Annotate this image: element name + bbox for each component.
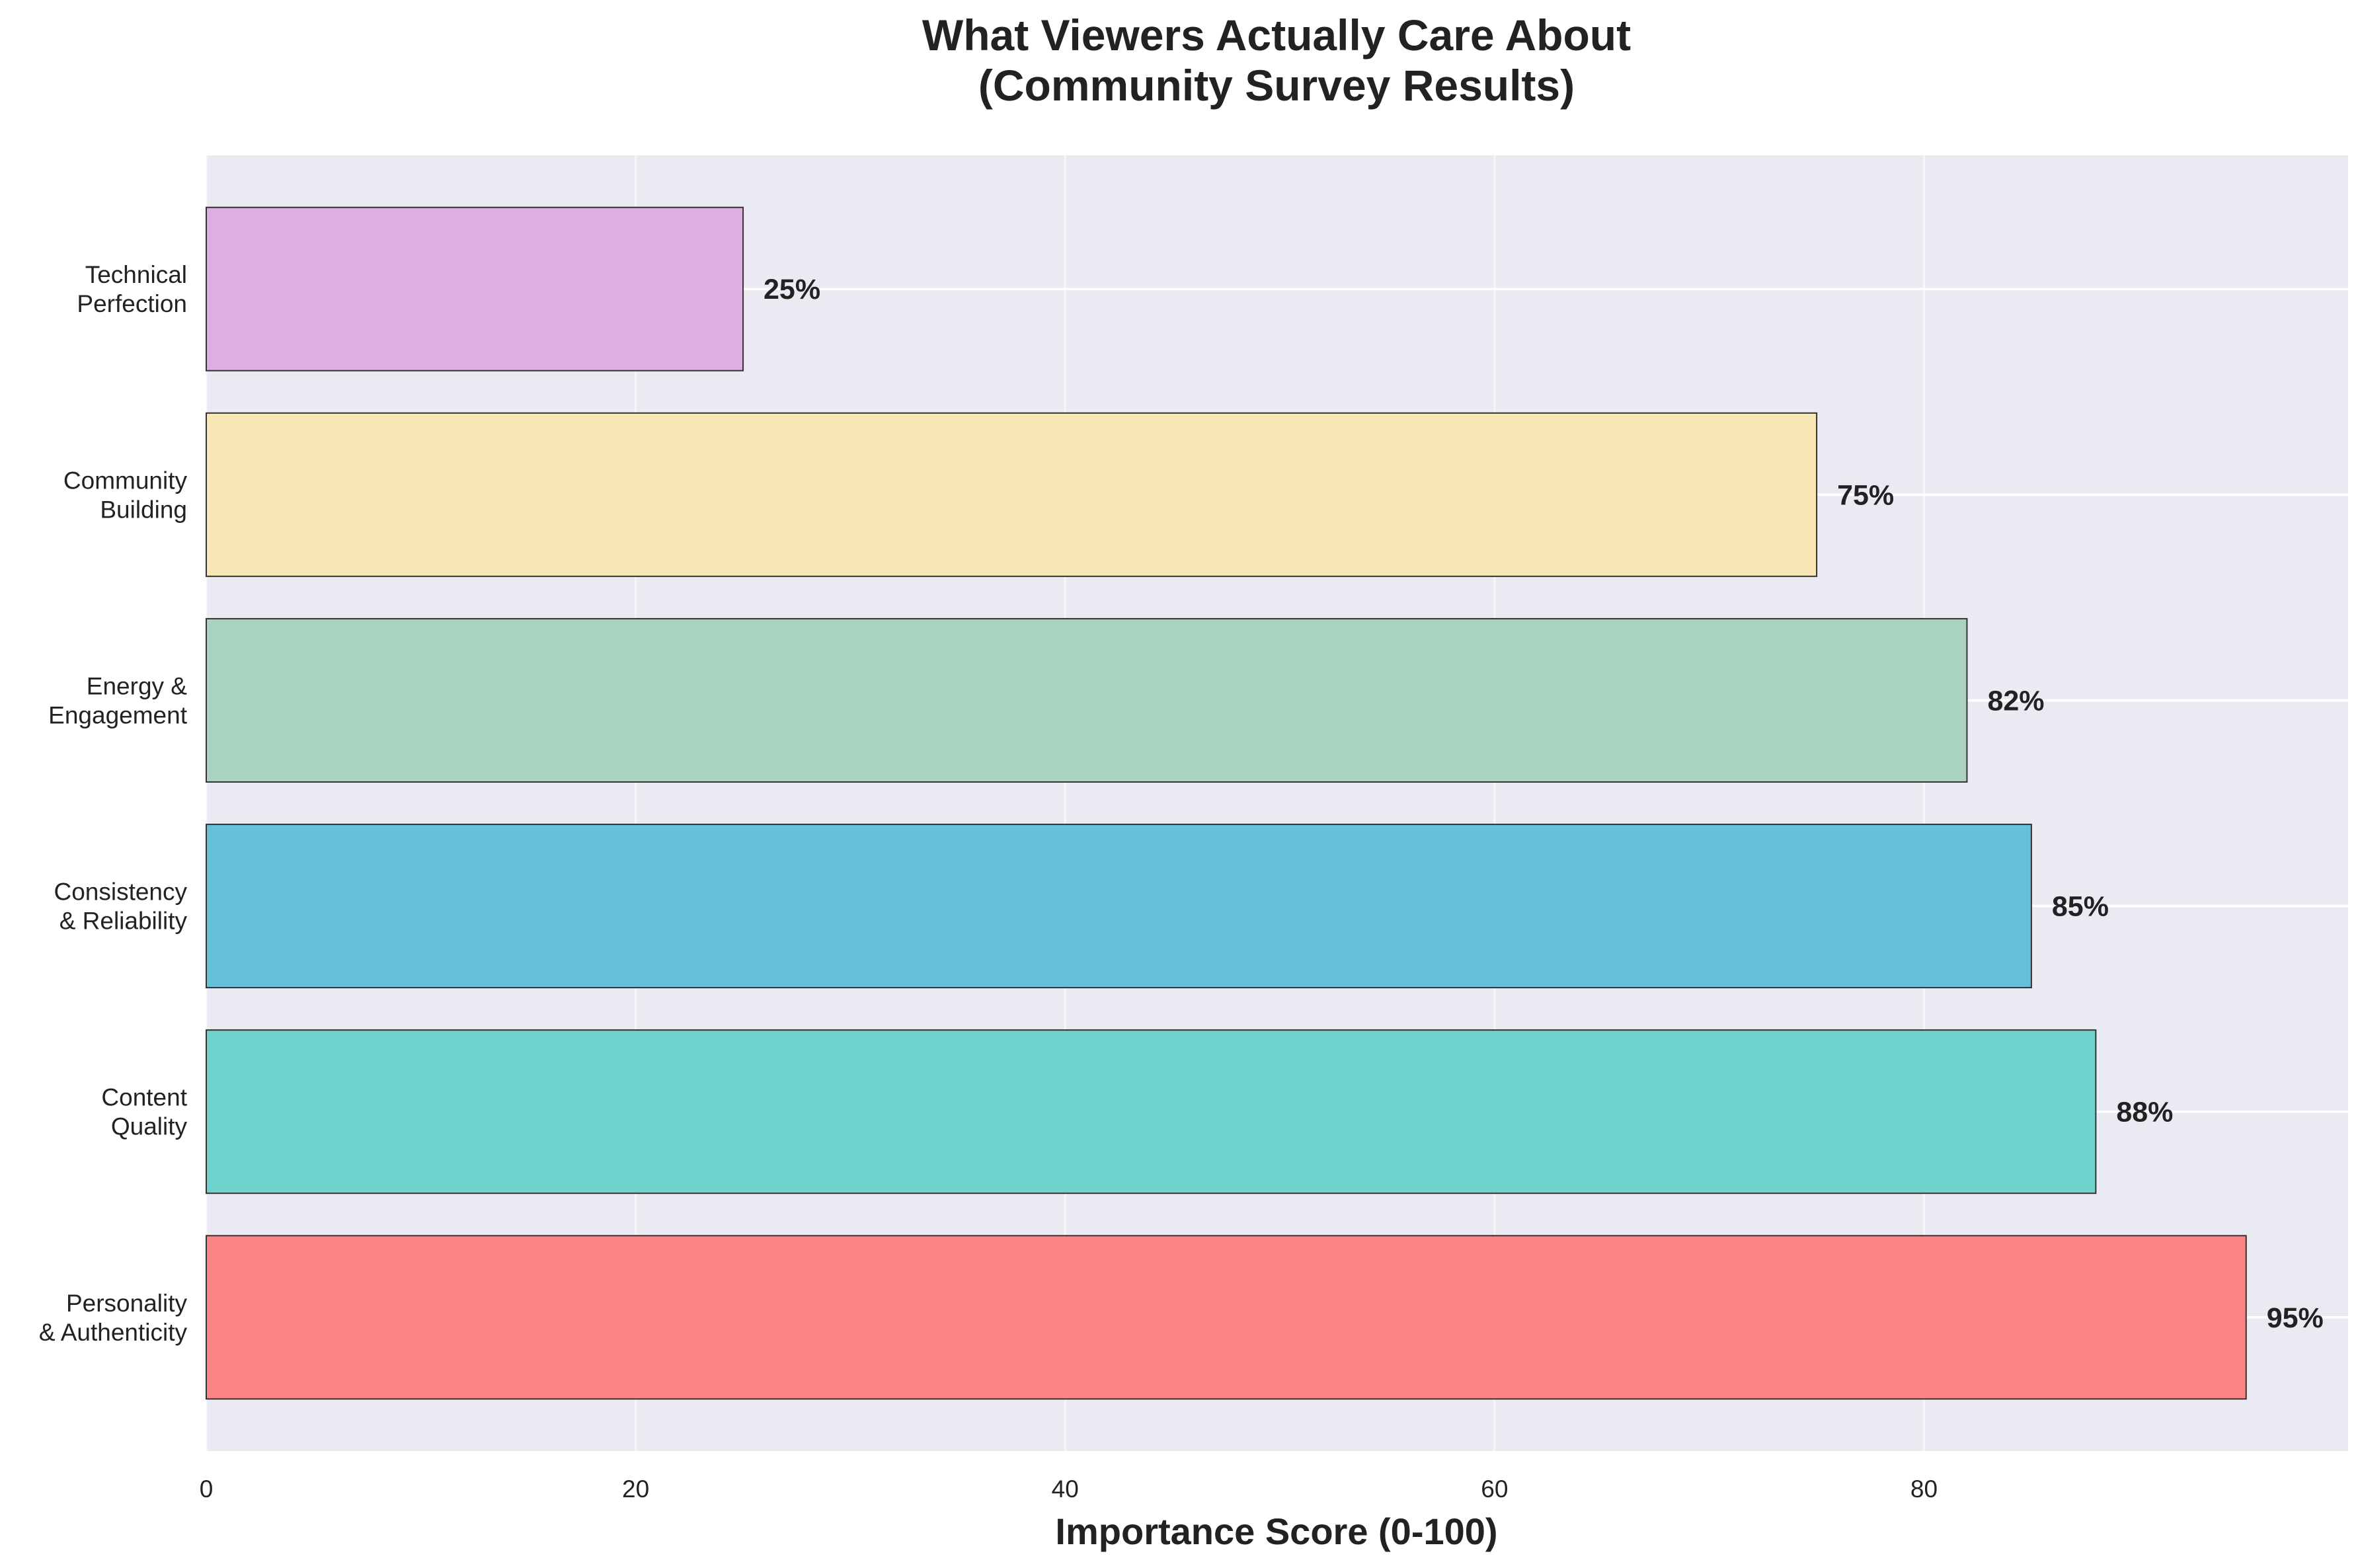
category-label-1-line-1: Quality <box>111 1113 188 1140</box>
bar-4 <box>206 412 1818 577</box>
x-tick-40: 40 <box>1052 1475 1079 1503</box>
value-label-2: 85% <box>2052 891 2109 923</box>
bar-3 <box>206 617 1968 783</box>
bars <box>206 206 2247 1400</box>
value-label-5: 25% <box>764 274 820 305</box>
bar-5 <box>206 206 744 372</box>
category-label-5-line-0: Technical <box>85 261 187 288</box>
value-label-0: 95% <box>2267 1302 2324 1334</box>
x-tick-60: 60 <box>1481 1475 1508 1503</box>
value-label-4: 75% <box>1837 479 1894 511</box>
category-label-1-line-0: Content <box>101 1084 187 1111</box>
x-tick-20: 20 <box>622 1475 649 1503</box>
value-label-1: 88% <box>2116 1097 2173 1128</box>
x-tick-80: 80 <box>1910 1475 1938 1503</box>
category-label-2-line-1: & Reliability <box>59 908 188 935</box>
value-label-3: 82% <box>1987 685 2044 717</box>
category-label-0-line-0: Personality <box>66 1290 188 1317</box>
chart-title-line-2: (Community Survey Results) <box>978 61 1575 110</box>
x-tick-0: 0 <box>200 1475 214 1503</box>
category-label-3-line-0: Energy & <box>87 672 188 699</box>
x-axis-ticks: 0 20 40 60 80 <box>200 1475 1938 1503</box>
category-label-0-line-1: & Authenticity <box>39 1319 188 1346</box>
category-label-2-line-0: Consistency <box>54 879 187 906</box>
bar-1 <box>206 1029 2097 1195</box>
category-label-4-line-1: Building <box>100 496 187 523</box>
x-axis-label: Importance Score (0-100) <box>1055 1510 1497 1552</box>
category-label-4-line-0: Community <box>63 467 188 494</box>
category-label-3-line-1: Engagement <box>48 701 188 728</box>
category-label-5-line-1: Perfection <box>77 290 187 317</box>
bar-0 <box>206 1235 2247 1400</box>
value-labels: 95% 88% 85% 82% 75% 25% <box>764 274 2324 1334</box>
bar-2 <box>206 824 2032 989</box>
chart-title-line-1: What Viewers Actually Care About <box>922 11 1631 59</box>
